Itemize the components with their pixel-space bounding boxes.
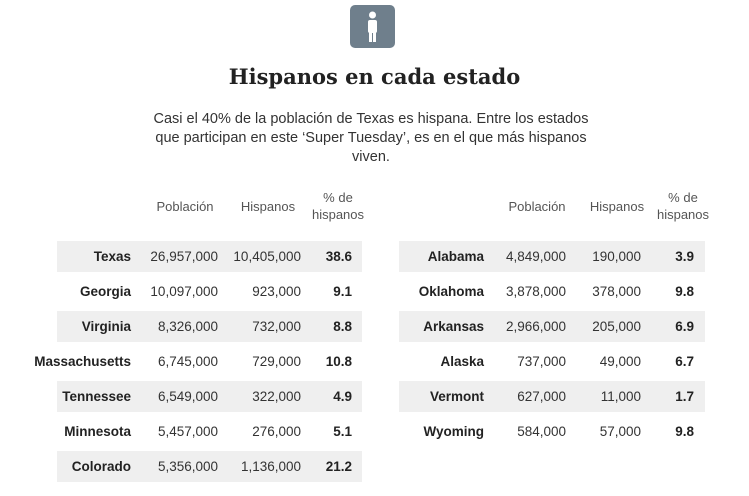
row-band	[399, 241, 705, 272]
row-band	[399, 311, 705, 342]
table-cell: 9.8	[675, 284, 694, 299]
state-name: Alaska	[440, 354, 484, 369]
state-name: Texas	[93, 249, 131, 264]
table-cell: 737,000	[517, 354, 566, 369]
table-cell: 729,000	[252, 354, 301, 369]
state-name: Alabama	[427, 249, 484, 264]
table-cell: 5,457,000	[157, 424, 218, 439]
table-cell: 1.7	[675, 389, 694, 404]
table-cell: 49,000	[599, 354, 641, 369]
table-cell: 8,326,000	[157, 319, 218, 334]
row-band	[57, 451, 362, 482]
row-band	[57, 311, 362, 342]
table-cell: 9.1	[333, 284, 352, 299]
subtitle: Casi el 40% de la población de Texas es …	[153, 111, 589, 165]
state-name: Tennessee	[62, 389, 131, 404]
state-name: Massachusetts	[34, 354, 131, 369]
row-band	[399, 381, 705, 412]
state-name: Wyoming	[423, 424, 485, 439]
row-band	[57, 381, 362, 412]
column-header: Hispanos	[589, 199, 645, 214]
table-cell: 8.8	[333, 319, 352, 334]
table-cell: 6.7	[675, 354, 694, 369]
table-cell: 4,849,000	[505, 249, 566, 264]
state-name: Minnesota	[64, 424, 131, 439]
table-cell: 10.8	[325, 354, 352, 369]
column-header: Población	[508, 199, 566, 214]
state-name: Virginia	[81, 319, 131, 334]
table-cell: 6.9	[675, 319, 694, 334]
table-cell: 584,000	[517, 424, 566, 439]
table-cell: 627,000	[517, 389, 566, 404]
table-cell: 10,405,000	[233, 249, 301, 264]
row-band	[57, 241, 362, 272]
state-name: Georgia	[79, 284, 131, 299]
table-cell: 9.8	[675, 424, 694, 439]
title: Hispanos en cada estado	[228, 64, 521, 89]
person-glyph	[368, 11, 377, 42]
table-cell: 732,000	[252, 319, 301, 334]
table-cell: 378,000	[592, 284, 641, 299]
table-cell: 38.6	[325, 249, 352, 264]
column-header: Hispanos	[240, 199, 296, 214]
table-cell: 26,957,000	[150, 249, 218, 264]
table-cell: 205,000	[592, 319, 641, 334]
state-name: Arkansas	[423, 319, 484, 334]
table-cell: 3.9	[675, 249, 694, 264]
state-name: Vermont	[429, 389, 484, 404]
table-cell: 6,745,000	[157, 354, 218, 369]
table-cell: 6,549,000	[157, 389, 218, 404]
table-cell: 4.9	[333, 389, 352, 404]
column-header: % de hispanos	[311, 190, 365, 222]
table-cell: 190,000	[592, 249, 641, 264]
table-cell: 5.1	[333, 424, 352, 439]
column-header: % de hispanos	[656, 190, 710, 222]
table-cell: 923,000	[252, 284, 301, 299]
column-header: Población	[156, 199, 214, 214]
person-icon	[350, 5, 395, 48]
table-cell: 322,000	[252, 389, 301, 404]
table-cell: 10,097,000	[150, 284, 218, 299]
table-cell: 11,000	[600, 389, 641, 404]
table-cell: 57,000	[599, 424, 641, 439]
table-cell: 5,356,000	[157, 459, 218, 474]
table-cell: 21.2	[325, 459, 352, 474]
table-cell: 2,966,000	[505, 319, 566, 334]
table-cell: 276,000	[252, 424, 301, 439]
state-name: Oklahoma	[418, 284, 484, 299]
table-cell: 1,136,000	[240, 459, 301, 474]
state-name: Colorado	[71, 459, 131, 474]
table-cell: 3,878,000	[505, 284, 566, 299]
